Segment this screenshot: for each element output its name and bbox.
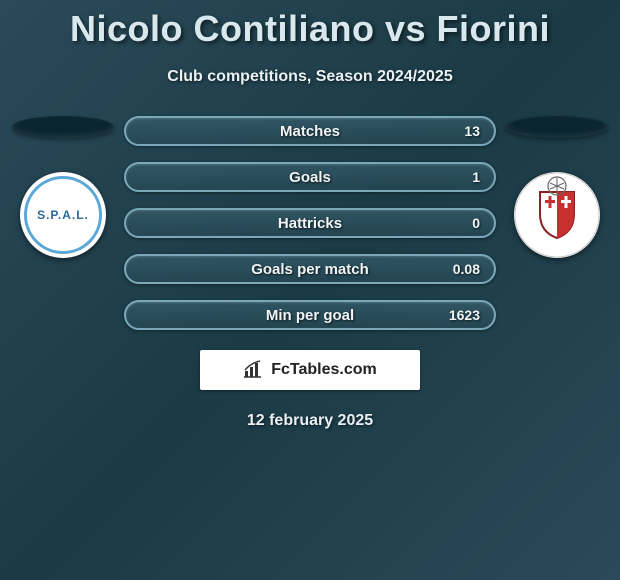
stat-label: Min per goal	[266, 307, 354, 324]
stat-label: Hattricks	[278, 215, 342, 232]
stat-value: 0	[472, 215, 480, 231]
shield-icon	[514, 172, 600, 258]
left-logo-text: S.P.A.L.	[37, 208, 89, 222]
stat-value: 0.08	[453, 261, 480, 277]
brand-text: FcTables.com	[271, 361, 377, 379]
stat-row: Goals 1	[124, 162, 496, 192]
date-text: 12 february 2025	[0, 412, 620, 430]
stat-row: Matches 13	[124, 116, 496, 146]
stat-label: Goals	[289, 169, 331, 186]
stat-value: 1	[472, 169, 480, 185]
left-side: S.P.A.L.	[8, 116, 118, 258]
right-side	[502, 116, 612, 258]
stat-value: 1623	[449, 307, 480, 323]
stat-label: Matches	[280, 123, 340, 140]
stat-value: 13	[464, 123, 480, 139]
subtitle: Club competitions, Season 2024/2025	[0, 68, 620, 86]
left-player-oval	[12, 116, 114, 138]
page-title: Nicolo Contiliano vs Fiorini	[0, 0, 620, 50]
stat-row: Hattricks 0	[124, 208, 496, 238]
right-player-oval	[506, 116, 608, 138]
main-region: S.P.A.L. Matches 13 Goals 1 Hattricks 0 …	[0, 116, 620, 346]
stat-row: Goals per match 0.08	[124, 254, 496, 284]
brand-box[interactable]: FcTables.com	[200, 350, 420, 390]
stat-label: Goals per match	[251, 261, 369, 278]
left-club-logo: S.P.A.L.	[20, 172, 106, 258]
stats-column: Matches 13 Goals 1 Hattricks 0 Goals per…	[118, 116, 502, 346]
stat-row: Min per goal 1623	[124, 300, 496, 330]
right-club-logo	[514, 172, 600, 258]
bar-chart-icon	[243, 359, 265, 381]
